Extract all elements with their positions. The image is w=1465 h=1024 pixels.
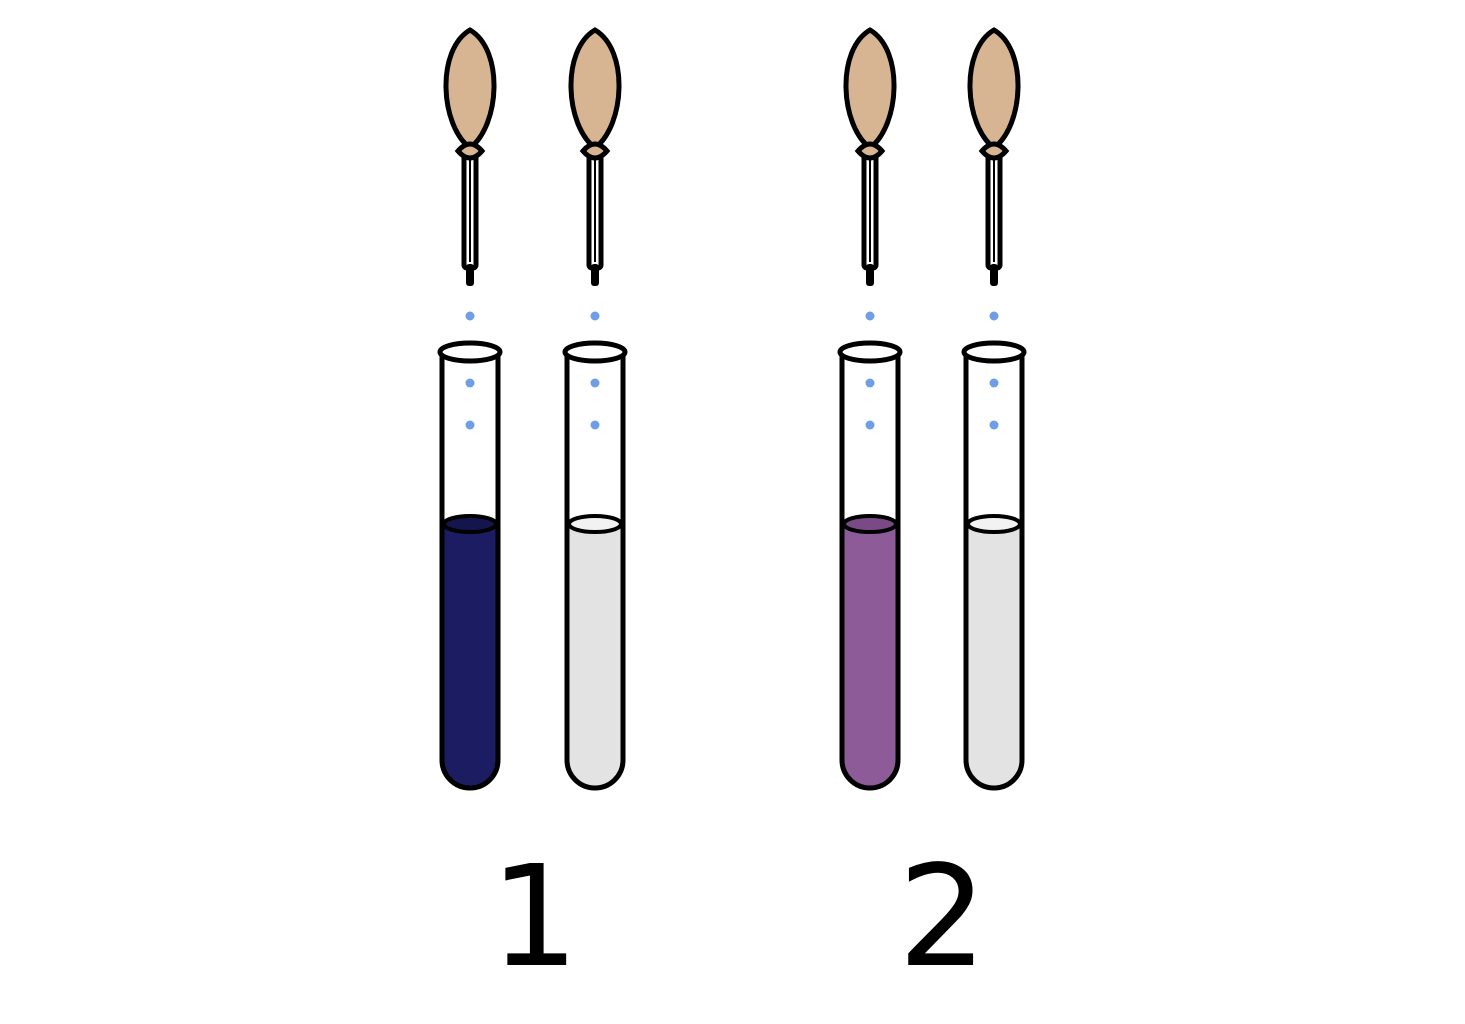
- dropper-bulb: [843, 27, 897, 152]
- drop-2-3: [590, 420, 600, 430]
- dropper-4: [967, 27, 1021, 286]
- group-1-label: 1: [490, 836, 580, 999]
- test-tube-1: [437, 340, 503, 791]
- dropper-tip: [866, 264, 874, 286]
- dropper-neck: [978, 141, 1010, 161]
- tube-wall: [839, 352, 901, 791]
- drop-4-1: [989, 311, 999, 321]
- dropper-2: [568, 27, 622, 286]
- tube-liquid: [567, 524, 623, 788]
- tube-rim: [437, 340, 503, 364]
- dropper-neck: [854, 141, 886, 161]
- dropper-tip: [466, 264, 474, 286]
- drop-1-3: [465, 420, 475, 430]
- dropper-neck: [579, 141, 611, 161]
- drop-4-2: [989, 378, 999, 388]
- drop-1-2: [465, 378, 475, 388]
- liquid-surface: [567, 514, 623, 534]
- dropper-tip: [990, 264, 998, 286]
- liquid-surface: [842, 514, 898, 534]
- dropper-bulb: [967, 27, 1021, 152]
- dropper-bulb: [443, 27, 497, 152]
- test-tube-2: [562, 340, 628, 791]
- drop-3-2: [865, 378, 875, 388]
- drop-4-3: [989, 420, 999, 430]
- tube-liquid: [442, 524, 498, 788]
- drop-3-3: [865, 420, 875, 430]
- tube-group-2: [837, 27, 1027, 791]
- tube-wall: [439, 352, 501, 791]
- liquid-surface: [442, 514, 498, 534]
- dropper-tip: [591, 264, 599, 286]
- liquid-surface: [966, 514, 1022, 534]
- drop-3-1: [865, 311, 875, 321]
- dropper-1: [443, 27, 497, 286]
- test-tube-4: [961, 340, 1027, 791]
- dropper-3: [843, 27, 897, 286]
- drop-2-1: [590, 311, 600, 321]
- tube-group-1: [437, 27, 628, 791]
- tube-rim: [562, 340, 628, 364]
- tube-liquid: [966, 524, 1022, 788]
- dropper-bulb: [568, 27, 622, 152]
- tube-wall: [963, 352, 1025, 791]
- tube-wall: [564, 352, 626, 791]
- test-tube-3: [837, 340, 903, 791]
- drop-2-2: [590, 378, 600, 388]
- tube-rim: [837, 340, 903, 364]
- drop-1-1: [465, 311, 475, 321]
- dropper-neck: [454, 141, 486, 161]
- group-2-label: 2: [898, 836, 988, 999]
- tube-rim: [961, 340, 1027, 364]
- tube-liquid: [842, 524, 898, 788]
